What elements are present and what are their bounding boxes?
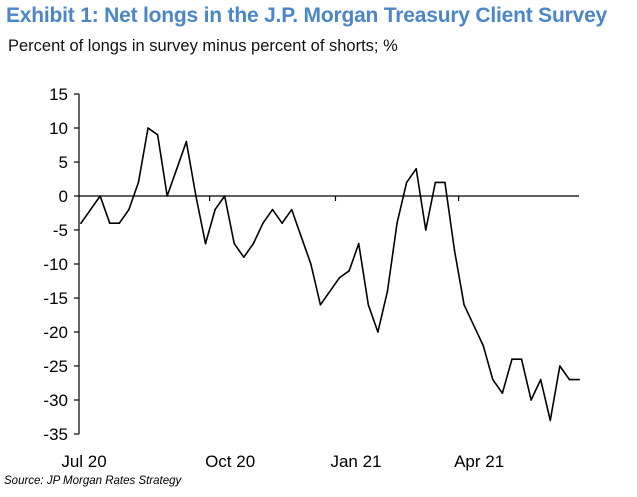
y-tick-label: -20: [43, 323, 68, 342]
data-point: [578, 378, 580, 381]
data-point: [185, 140, 188, 143]
x-axis: Jul 20 Oct 20 Jan 21 Apr 21: [61, 195, 579, 471]
data-point: [396, 222, 398, 224]
data-point: [233, 242, 236, 245]
data-point: [89, 208, 92, 211]
data-point: [559, 365, 561, 367]
data-point: [453, 249, 456, 252]
data-point: [80, 222, 82, 224]
data-point: [539, 378, 542, 381]
data-point: [147, 127, 149, 129]
data-point: [281, 222, 283, 224]
data-point: [137, 181, 140, 184]
data-point: [511, 358, 513, 361]
data-point: [204, 242, 207, 245]
data-point: [348, 270, 350, 272]
data-point: [290, 208, 293, 211]
y-tick-label: -35: [43, 425, 68, 444]
x-tick-label: Jan 21: [330, 452, 381, 471]
data-point: [338, 276, 341, 279]
y-tick-label: -15: [43, 289, 68, 308]
data-point: [156, 134, 159, 136]
data-point: [166, 195, 168, 197]
data-point: [128, 208, 130, 211]
data-point: [405, 181, 408, 184]
data-point: [271, 208, 274, 211]
data-point: [415, 168, 417, 170]
data-point: [530, 399, 532, 401]
data-point: [424, 229, 427, 231]
chart-subtitle: Percent of longs in survey minus percent…: [8, 37, 398, 55]
y-tick-label: 0: [59, 187, 68, 206]
data-point: [520, 358, 523, 361]
data-point: [195, 195, 197, 197]
data-point: [99, 195, 101, 197]
y-tick-label: -5: [53, 221, 68, 240]
data-point: [377, 331, 379, 333]
data-point: [434, 181, 437, 184]
data-point: [252, 242, 255, 245]
y-axis: 15 10 5 0 -5 -10 -15 -20 -25 -30 -35: [43, 85, 80, 444]
data-point: [482, 344, 485, 347]
data-point: [108, 222, 111, 224]
data-point: [367, 304, 370, 306]
data-point: [300, 236, 303, 238]
x-tick-label: Oct 20: [205, 452, 255, 471]
data-point: [310, 263, 312, 265]
data-point: [501, 392, 504, 395]
data-point: [357, 242, 360, 245]
data-point: [386, 290, 389, 293]
x-tick-label: Apr 21: [454, 452, 504, 471]
data-point: [262, 222, 264, 224]
x-tick-label: Jul 20: [61, 452, 106, 471]
source-note: Source: JP Morgan Rates Strategy: [4, 475, 182, 487]
data-point: [549, 419, 552, 422]
data-point: [463, 304, 465, 306]
y-tick-label: -30: [43, 391, 68, 410]
series-layer: [80, 127, 580, 422]
data-point: [118, 222, 121, 224]
y-tick-label: -25: [43, 357, 68, 376]
y-tick-label: 10: [49, 119, 68, 138]
y-tick-label: 5: [59, 153, 68, 172]
data-point: [319, 304, 322, 306]
data-point: [243, 256, 245, 259]
data-point: [444, 181, 446, 184]
data-point: [223, 195, 226, 197]
data-point: [472, 324, 475, 327]
data-point: [492, 378, 494, 381]
series-line: [80, 127, 580, 422]
chart-title: Exhibit 1: Net longs in the J.P. Morgan …: [6, 4, 608, 27]
data-point: [214, 208, 216, 211]
data-point: [568, 378, 571, 381]
y-tick-label: 15: [49, 85, 68, 104]
y-tick-label: -10: [43, 255, 68, 274]
data-point: [175, 168, 178, 170]
